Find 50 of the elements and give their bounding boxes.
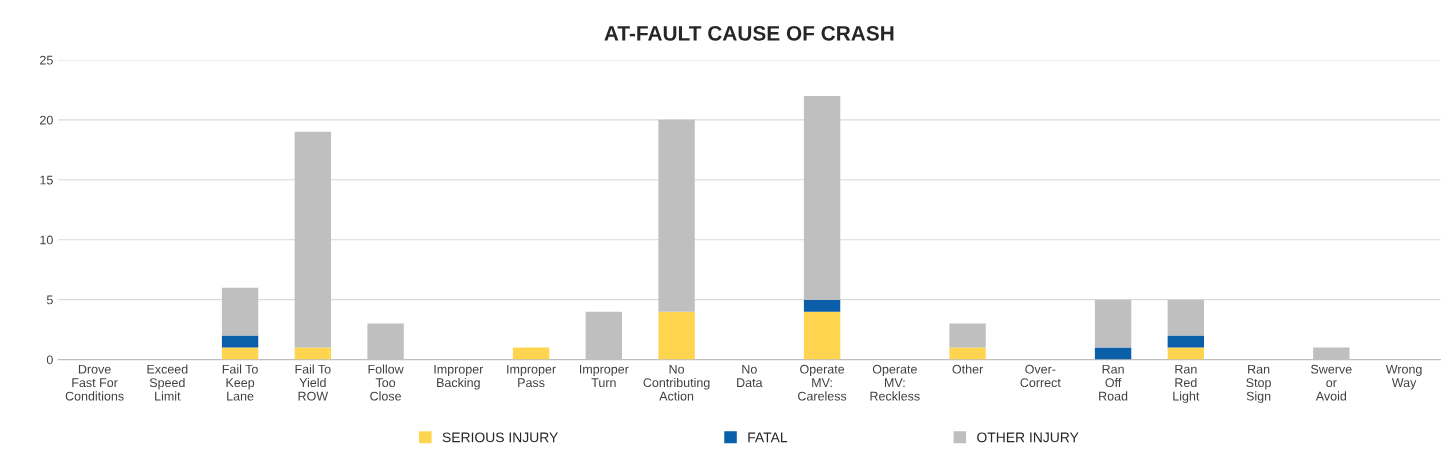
bar xyxy=(585,311,623,360)
x-tick-label: Operate MV: Careless xyxy=(798,364,847,401)
bar xyxy=(803,311,841,360)
x-tick-label: Follow Too Close xyxy=(368,364,404,401)
bar xyxy=(221,287,259,336)
x-tick-label: Drove Fast For Conditions xyxy=(65,364,124,401)
bar xyxy=(294,347,332,360)
y-tick-label: 15 xyxy=(40,175,53,185)
bar xyxy=(221,347,259,360)
x-tick-label: Exceed Speed Limit xyxy=(147,364,188,401)
x-tick-label: Fail To Keep Lane xyxy=(222,364,258,401)
x-tick-label: Ran Stop Sign xyxy=(1246,364,1271,404)
y-tick-label: 25 xyxy=(40,55,53,65)
bar xyxy=(949,347,986,360)
x-tick-label: Ran Red Light xyxy=(1173,364,1200,404)
x-tick-label: Wrong Way xyxy=(1385,364,1422,390)
x-tick-label: Fail To Yield ROW xyxy=(295,364,331,401)
bar xyxy=(1167,299,1205,336)
y-tick-label: 10 xyxy=(40,235,53,245)
bar xyxy=(1094,299,1132,348)
bar xyxy=(658,311,695,360)
bar xyxy=(221,335,259,348)
x-tick-label: No Data xyxy=(737,364,763,388)
bar xyxy=(1167,347,1205,360)
y-tick-label: 20 xyxy=(40,115,53,125)
bar xyxy=(803,299,841,312)
x-tick-label: Over- Correct xyxy=(1020,364,1061,388)
bar xyxy=(1094,347,1132,360)
x-tick-label: Swerve or Avoid xyxy=(1311,364,1352,401)
bar xyxy=(803,95,841,300)
y-tick-label: 0 xyxy=(46,355,53,365)
bar xyxy=(949,323,986,348)
x-tick-label: Other xyxy=(952,364,983,374)
x-tick-label: Ran Off Road xyxy=(1099,364,1128,401)
legend-label: FATAL xyxy=(748,432,788,443)
bar xyxy=(1313,347,1350,360)
bar xyxy=(658,119,695,312)
y-tick-label: 5 xyxy=(46,295,53,305)
bar xyxy=(1167,335,1205,348)
bar xyxy=(367,323,404,360)
legend-label: SERIOUS INJURY xyxy=(442,432,558,443)
bar xyxy=(512,347,550,360)
legend-label: OTHER INJURY xyxy=(977,432,1079,443)
x-tick-label: Improper Pass xyxy=(507,364,556,388)
x-tick-label: Operate MV: Reckless xyxy=(870,364,920,401)
chart-title: AT-FAULT CAUSE OF CRASH xyxy=(604,25,894,41)
x-tick-label: No Contributing Action xyxy=(643,364,710,401)
x-tick-label: Improper Backing xyxy=(434,364,484,390)
bar xyxy=(294,131,332,348)
x-tick-label: Improper Turn xyxy=(579,364,629,388)
